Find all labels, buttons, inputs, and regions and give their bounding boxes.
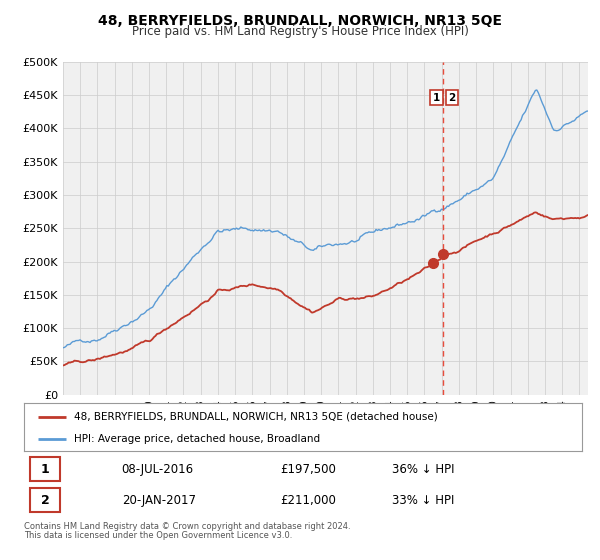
Text: 2: 2 xyxy=(448,92,455,102)
Text: Contains HM Land Registry data © Crown copyright and database right 2024.: Contains HM Land Registry data © Crown c… xyxy=(24,522,350,531)
Text: £197,500: £197,500 xyxy=(281,463,337,476)
Text: 48, BERRYFIELDS, BRUNDALL, NORWICH, NR13 5QE (detached house): 48, BERRYFIELDS, BRUNDALL, NORWICH, NR13… xyxy=(74,412,438,422)
Text: 1: 1 xyxy=(433,92,440,102)
Text: 36% ↓ HPI: 36% ↓ HPI xyxy=(392,463,455,476)
Text: £211,000: £211,000 xyxy=(281,494,337,507)
Text: 48, BERRYFIELDS, BRUNDALL, NORWICH, NR13 5QE: 48, BERRYFIELDS, BRUNDALL, NORWICH, NR13… xyxy=(98,14,502,28)
Text: 20-JAN-2017: 20-JAN-2017 xyxy=(122,494,196,507)
Text: 1: 1 xyxy=(41,463,50,476)
Text: Price paid vs. HM Land Registry's House Price Index (HPI): Price paid vs. HM Land Registry's House … xyxy=(131,25,469,38)
Text: 2: 2 xyxy=(41,494,50,507)
Text: 08-JUL-2016: 08-JUL-2016 xyxy=(122,463,194,476)
Text: This data is licensed under the Open Government Licence v3.0.: This data is licensed under the Open Gov… xyxy=(24,531,292,540)
Text: HPI: Average price, detached house, Broadland: HPI: Average price, detached house, Broa… xyxy=(74,434,320,444)
Text: 33% ↓ HPI: 33% ↓ HPI xyxy=(392,494,455,507)
FancyBboxPatch shape xyxy=(29,488,60,512)
FancyBboxPatch shape xyxy=(29,458,60,481)
